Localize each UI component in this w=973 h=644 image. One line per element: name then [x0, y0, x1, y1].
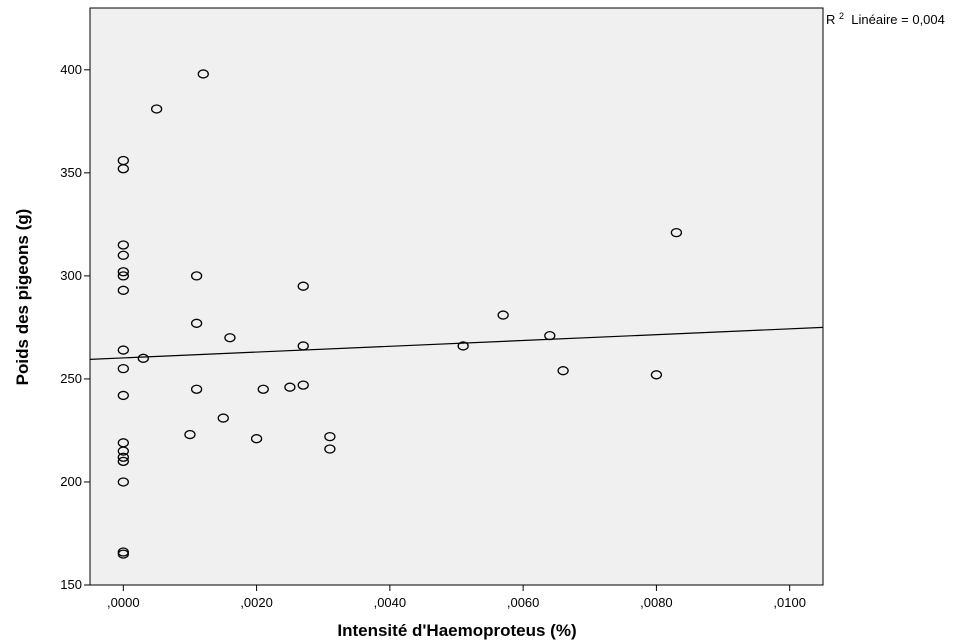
data-point — [190, 384, 203, 394]
data-point — [457, 341, 469, 351]
data-point — [117, 456, 129, 467]
plot-area — [89, 7, 824, 586]
y-tick-label: 300 — [60, 268, 82, 283]
data-point — [184, 429, 196, 440]
data-point — [297, 281, 309, 291]
data-point — [117, 452, 129, 462]
y-axis: 150 200 250 300 350 400 — [60, 62, 90, 592]
fit-line — [89, 326, 824, 360]
data-point — [324, 431, 336, 442]
data-point — [197, 69, 209, 79]
data-point — [284, 382, 296, 392]
x-axis-title: Intensité d'Haemoproteus (%) — [337, 621, 576, 640]
y-tick-label: 400 — [60, 62, 82, 77]
fit-line-annotation: R 2 Linéaire = 0,004 — [826, 11, 945, 27]
data-point — [650, 370, 663, 380]
data-point — [117, 250, 129, 260]
x-axis: ,0000 ,0020 ,0040 ,0060 ,0080 ,0100 — [107, 585, 806, 610]
data-point — [150, 104, 163, 114]
x-tick-label: ,0020 — [240, 595, 273, 610]
data-point — [217, 413, 229, 423]
data-point — [117, 363, 129, 374]
data-point — [117, 345, 129, 355]
data-point — [497, 310, 509, 320]
data-point — [117, 164, 129, 174]
data-point — [557, 366, 569, 376]
y-tick-label: 200 — [60, 474, 82, 489]
data-point — [250, 434, 263, 444]
fit-annotation-text: Linéaire = 0,004 — [848, 12, 945, 27]
fit-annotation-superscript: 2 — [839, 11, 844, 21]
y-tick-label: 150 — [60, 577, 82, 592]
x-tick-label: ,0080 — [640, 595, 673, 610]
data-point — [117, 549, 129, 559]
data-point — [257, 384, 269, 394]
y-tick-label: 350 — [60, 165, 82, 180]
x-tick-label: ,0040 — [374, 595, 407, 610]
x-tick-label: ,0060 — [507, 595, 540, 610]
x-tick-label: ,0000 — [107, 595, 140, 610]
data-point — [117, 285, 129, 295]
data-point — [117, 477, 129, 487]
data-point — [670, 227, 683, 238]
fit-annotation-r: R — [826, 12, 835, 27]
data-point — [117, 446, 129, 456]
data-point — [117, 390, 129, 401]
data-point — [297, 380, 309, 390]
data-points — [117, 69, 683, 559]
fit-line-group — [89, 326, 824, 360]
y-tick-label: 250 — [60, 371, 82, 386]
data-point — [117, 240, 129, 250]
data-point — [190, 271, 203, 281]
x-tick-label: ,0100 — [773, 595, 806, 610]
data-point — [137, 353, 149, 363]
data-point — [324, 444, 336, 454]
data-point — [224, 333, 236, 343]
y-axis-title: Poids des pigeons (g) — [13, 209, 32, 386]
data-point — [190, 318, 203, 328]
data-point — [117, 267, 129, 277]
data-point — [117, 271, 129, 281]
